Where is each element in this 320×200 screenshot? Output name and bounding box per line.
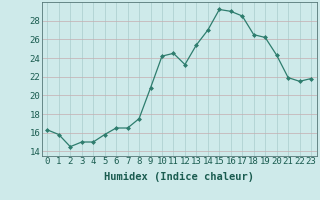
X-axis label: Humidex (Indice chaleur): Humidex (Indice chaleur) <box>104 172 254 182</box>
